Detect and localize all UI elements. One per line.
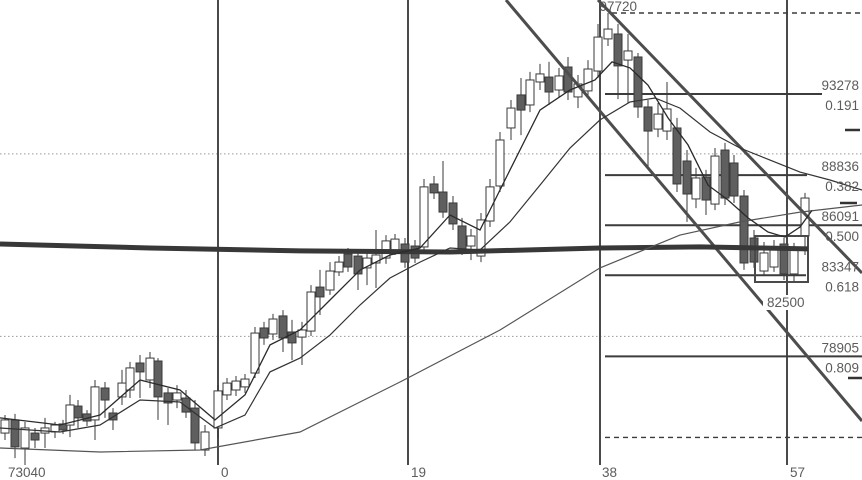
- candle-body-bear: [135, 362, 145, 373]
- candle-body-bear: [739, 195, 749, 264]
- candle-body-bull: [710, 155, 720, 205]
- ma-medium: [0, 97, 862, 433]
- candle-body-bear: [10, 419, 20, 448]
- candle-body-bull: [213, 390, 223, 429]
- range-box-price-label: 82500: [767, 295, 805, 310]
- candle-body-bear: [429, 183, 439, 194]
- candle-body-bull: [117, 382, 127, 398]
- candle-body-bear: [448, 202, 458, 225]
- candle-body-bear: [457, 225, 467, 250]
- candle-body-bull: [789, 247, 799, 275]
- candle-body-bull: [125, 367, 135, 391]
- candle-body-bear: [544, 76, 554, 93]
- candle-body-bull: [691, 177, 701, 200]
- candle-body-bear: [190, 407, 200, 444]
- candle-body-bull: [200, 431, 210, 451]
- candle-body-bear: [701, 176, 711, 201]
- ma-slow: [0, 204, 862, 453]
- candle-body-bull: [466, 235, 476, 247]
- candle-body-bull: [603, 28, 613, 40]
- candle-body-bull: [0, 419, 10, 434]
- candle-body-bear: [682, 160, 692, 195]
- candle-body-bull: [662, 108, 672, 132]
- candle-body-bull: [554, 75, 564, 91]
- candle-body-bull: [583, 68, 593, 92]
- candle-body-bull: [222, 382, 232, 396]
- x-axis-label-73040: 73040: [8, 465, 46, 480]
- candle-body-bear: [278, 315, 288, 339]
- candle-body-bear: [259, 327, 269, 339]
- candle-body-bull: [90, 386, 100, 421]
- ma-thick-flat: [0, 241, 809, 255]
- fib-ratio-label-0.618: 0.618: [825, 279, 859, 294]
- candle-body-bull: [535, 73, 545, 83]
- candle-body-bear: [516, 94, 526, 111]
- candle-body-bear: [353, 255, 363, 275]
- candle-body-bull: [506, 107, 516, 129]
- candle-body-bear: [729, 162, 739, 197]
- candle-body-bull: [593, 36, 603, 72]
- candle-body-bear: [287, 331, 297, 344]
- fib-ratio-label-0.809: 0.809: [825, 360, 859, 375]
- candle-body-bull: [20, 427, 30, 449]
- candle-body-bull: [623, 50, 633, 61]
- candle-body-bull: [306, 291, 316, 332]
- candle-body-bull: [334, 261, 344, 273]
- x-axis-label-38: 38: [602, 465, 617, 480]
- candle-body-bear: [633, 56, 643, 108]
- candle-body-bear: [315, 286, 325, 298]
- fib-ratio-label-0.500: 0.500: [825, 229, 859, 244]
- candle-body-bear: [613, 33, 623, 67]
- candle-body-bull: [371, 254, 381, 264]
- candle-body-bear: [779, 243, 789, 275]
- fib-price-label-83347: 83347: [821, 259, 859, 274]
- fib-price-label-88836: 88836: [821, 159, 859, 174]
- fib-ratio-label-0.382: 0.382: [825, 179, 859, 194]
- candle-body-bull: [268, 318, 278, 335]
- x-axis-label-19: 19: [411, 465, 426, 480]
- candle-body-bear: [73, 405, 83, 419]
- candle-body-bull: [231, 380, 241, 391]
- candle-body-bull: [495, 139, 505, 187]
- channel-line-right: [596, 0, 862, 275]
- channel-line-left: [504, 0, 862, 422]
- candle-body-bull: [653, 113, 663, 130]
- candle-body-bear: [672, 127, 682, 185]
- candle-body-bull: [759, 252, 769, 272]
- fib-ratio-label-0.191: 0.191: [825, 98, 859, 113]
- candle-body-bull: [297, 329, 307, 338]
- candle-body-bull: [362, 257, 372, 269]
- candle-body-bull: [240, 378, 250, 388]
- fib-price-label-78905: 78905: [821, 340, 859, 355]
- candle-body-bear: [181, 397, 191, 413]
- candle-body-bull: [525, 79, 535, 106]
- candle-body-bull: [485, 186, 495, 222]
- range-box-label-backing: [763, 295, 807, 310]
- candle-body-bull: [145, 357, 155, 381]
- candle-body-bull: [172, 392, 182, 401]
- x-axis-label-57: 57: [790, 465, 805, 480]
- candle-body-bear: [643, 106, 653, 132]
- candle-body-bull: [390, 238, 400, 251]
- candle-body-bear: [30, 432, 40, 441]
- candle-body-bull: [769, 248, 779, 268]
- ma-fast: [0, 61, 813, 426]
- candle-body-bull: [250, 332, 260, 374]
- candle-body-bull: [419, 186, 429, 248]
- candle-body-bear: [100, 387, 110, 401]
- candle-body-bull: [476, 219, 486, 257]
- candle-body-bear: [163, 392, 173, 404]
- x-axis-label-0: 0: [221, 465, 229, 480]
- candle-body-bear: [343, 253, 353, 268]
- candle-body-bull: [325, 270, 335, 291]
- fib-price-label-93278: 93278: [821, 78, 859, 93]
- candle-body-bear: [438, 191, 448, 213]
- candle-body-bear: [153, 360, 163, 398]
- fib-price-label-86091: 86091: [821, 209, 859, 224]
- candle-body-bear: [720, 149, 730, 199]
